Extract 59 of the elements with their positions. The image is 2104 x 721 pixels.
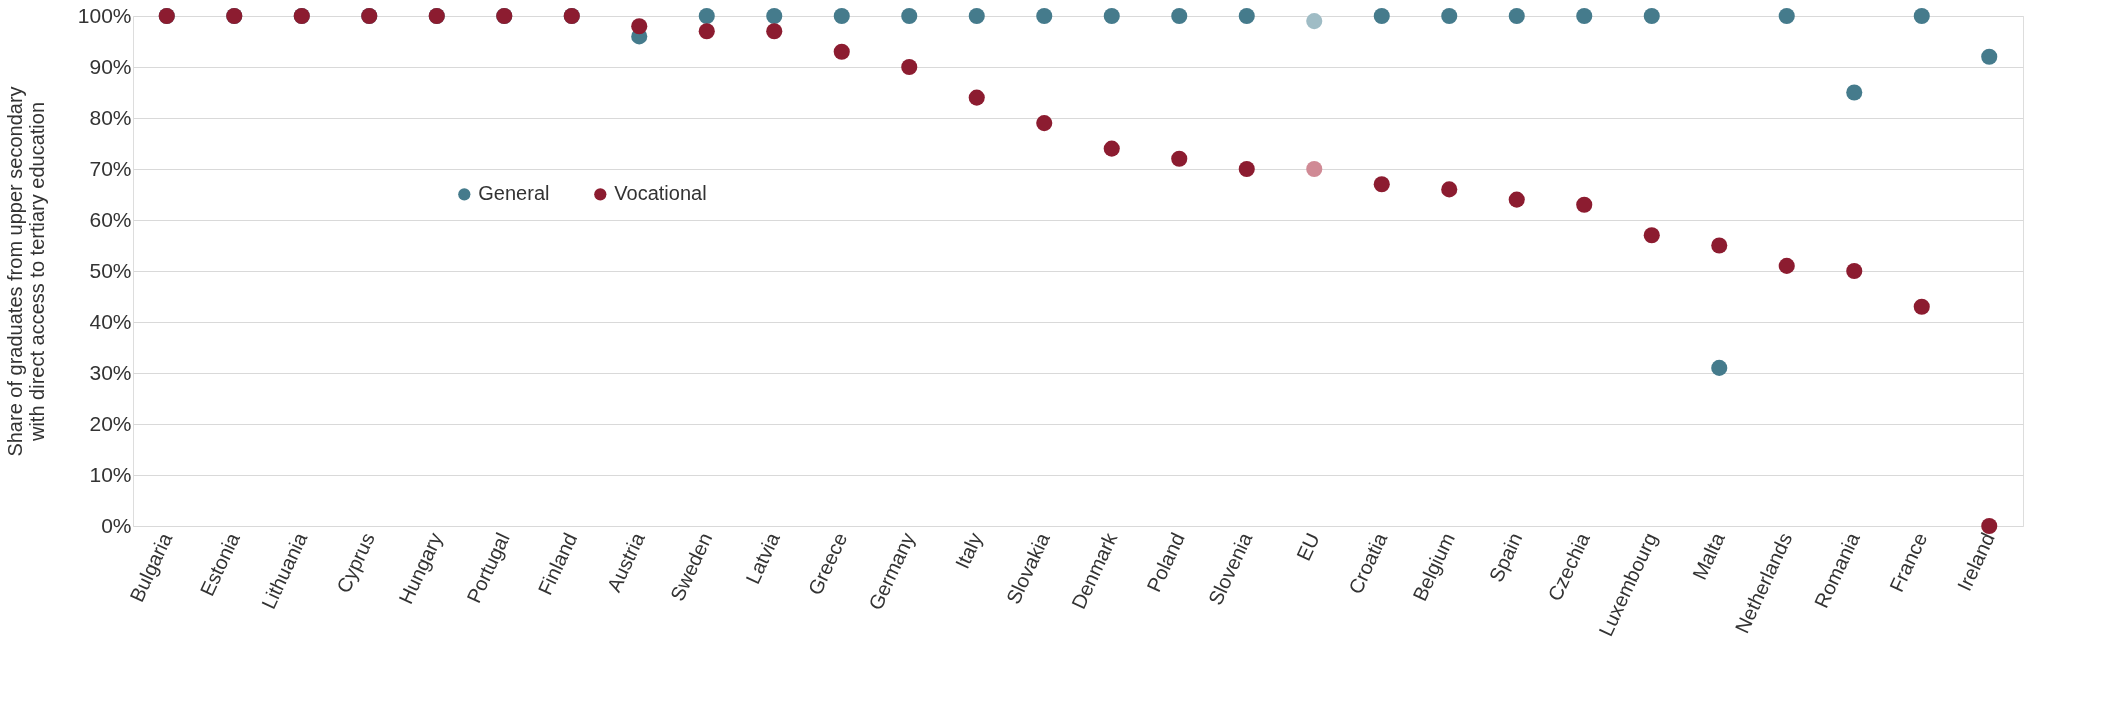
point (1846, 262, 1863, 280)
point (1711, 237, 1728, 254)
point (1171, 150, 1188, 167)
y-tick-label: 80% (89, 105, 132, 129)
point (766, 7, 783, 25)
point (1036, 7, 1053, 25)
point (1103, 140, 1120, 157)
y-tick-label: 60% (89, 207, 132, 231)
y-tick-label: 10% (89, 462, 132, 486)
point (1373, 7, 1390, 25)
point (1576, 196, 1593, 213)
point (968, 7, 985, 25)
point (698, 7, 715, 25)
x-tick-label: Malta (1688, 528, 1730, 584)
point (1373, 176, 1390, 193)
y-tick-label: 40% (89, 309, 132, 333)
x-tick-label: EU (1292, 529, 1324, 564)
point (1036, 115, 1053, 132)
point (1643, 7, 1660, 25)
point (1441, 181, 1458, 198)
point (968, 89, 985, 106)
y-tick-label: 100% (77, 3, 132, 27)
point (833, 7, 850, 25)
point (1441, 7, 1458, 25)
y-tick-label: 0% (101, 513, 132, 537)
point (1306, 160, 1323, 178)
x-tick-label: Latvia (741, 528, 785, 588)
point (698, 23, 715, 40)
y-tick-label: 70% (89, 156, 132, 180)
y-tick-label: 50% (89, 258, 132, 282)
y-axis-title: Share of graduates from upper secondary with direct access to tertiary education (3, 86, 48, 457)
legend-label: General (478, 182, 550, 205)
point (1778, 257, 1795, 274)
y-tick-label: 30% (89, 360, 132, 384)
legend-label: Vocational (614, 182, 707, 205)
x-tick-label: Spain (1484, 529, 1527, 586)
point (1171, 7, 1188, 25)
point (833, 43, 850, 60)
point (1711, 359, 1728, 376)
point (1576, 7, 1593, 25)
point (1508, 7, 1525, 25)
point (1643, 227, 1660, 244)
point (1981, 48, 1998, 65)
point (1846, 84, 1863, 101)
point (1778, 7, 1795, 25)
point (1103, 7, 1120, 25)
point (901, 58, 918, 76)
point (766, 23, 783, 40)
point (1238, 7, 1255, 25)
point (901, 7, 918, 25)
y-tick-label: 90% (89, 54, 132, 78)
point (1913, 7, 1930, 25)
y-tick-label: 20% (89, 411, 132, 435)
point (1238, 160, 1255, 178)
point (1913, 298, 1930, 315)
x-tick-label: Italy (950, 529, 987, 572)
point (1508, 191, 1525, 208)
point (631, 18, 648, 35)
point (1306, 13, 1323, 30)
